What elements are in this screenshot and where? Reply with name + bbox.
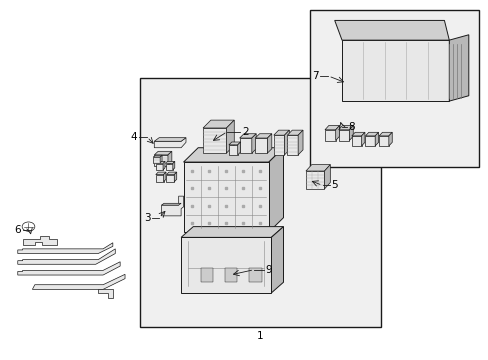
Polygon shape [305,165,330,171]
Text: 3: 3 [143,213,150,222]
Bar [140,78,380,327]
Text: 4: 4 [130,132,137,142]
Polygon shape [154,151,171,155]
Polygon shape [181,226,283,237]
Polygon shape [448,35,468,101]
Polygon shape [98,289,113,298]
Polygon shape [18,249,115,264]
Polygon shape [228,142,240,145]
Polygon shape [183,162,268,232]
Polygon shape [22,235,57,244]
Polygon shape [374,132,378,146]
Polygon shape [338,130,348,140]
Polygon shape [154,155,167,166]
Bar [224,268,237,282]
Polygon shape [325,126,339,130]
Polygon shape [166,175,174,182]
Polygon shape [348,126,352,140]
Polygon shape [163,161,164,170]
Polygon shape [166,172,176,175]
Polygon shape [18,243,113,253]
Polygon shape [153,157,160,163]
Text: 8: 8 [347,122,354,132]
Text: 2: 2 [242,127,248,136]
Polygon shape [156,163,163,170]
Polygon shape [298,130,303,155]
Circle shape [22,222,35,231]
Polygon shape [200,232,264,237]
Text: 9: 9 [265,265,271,275]
Polygon shape [271,226,283,293]
Polygon shape [325,130,335,140]
Polygon shape [255,134,271,138]
Polygon shape [287,135,298,155]
Polygon shape [284,130,289,155]
Polygon shape [174,172,176,182]
Polygon shape [181,237,271,293]
Polygon shape [161,203,181,205]
Polygon shape [161,196,183,216]
Polygon shape [237,142,240,155]
Text: 1: 1 [257,331,263,341]
Polygon shape [154,138,185,141]
Polygon shape [361,132,364,146]
Polygon shape [183,148,283,162]
Polygon shape [167,151,171,166]
Polygon shape [165,161,174,163]
Polygon shape [153,155,162,157]
Polygon shape [18,262,120,275]
Polygon shape [156,161,164,163]
Polygon shape [32,274,125,289]
Polygon shape [324,165,330,189]
Polygon shape [156,175,163,182]
Polygon shape [273,135,284,155]
Polygon shape [305,171,324,189]
Polygon shape [338,126,352,130]
Text: 5: 5 [330,180,337,190]
Text: 7: 7 [311,71,318,81]
Text: 6: 6 [15,225,21,235]
Polygon shape [351,136,361,146]
Polygon shape [388,132,391,146]
Polygon shape [156,172,165,175]
Polygon shape [239,134,256,138]
Polygon shape [287,130,303,135]
Polygon shape [255,138,267,153]
Polygon shape [239,138,251,153]
Bar [249,268,261,282]
Polygon shape [268,148,283,232]
Polygon shape [335,126,339,140]
Polygon shape [267,134,271,153]
Polygon shape [163,172,165,182]
Polygon shape [160,155,162,163]
Polygon shape [365,136,374,146]
Polygon shape [165,163,172,170]
Polygon shape [251,134,256,153]
Polygon shape [351,132,364,136]
Polygon shape [226,120,234,153]
Polygon shape [228,145,237,155]
Bar [310,10,478,167]
Polygon shape [172,161,174,170]
Polygon shape [334,21,448,40]
Polygon shape [273,130,289,135]
Bar [200,268,212,282]
Polygon shape [341,40,448,101]
Polygon shape [203,120,234,128]
Polygon shape [365,132,378,136]
Polygon shape [154,138,185,148]
Polygon shape [203,128,226,153]
Polygon shape [378,136,388,146]
Polygon shape [378,132,391,136]
